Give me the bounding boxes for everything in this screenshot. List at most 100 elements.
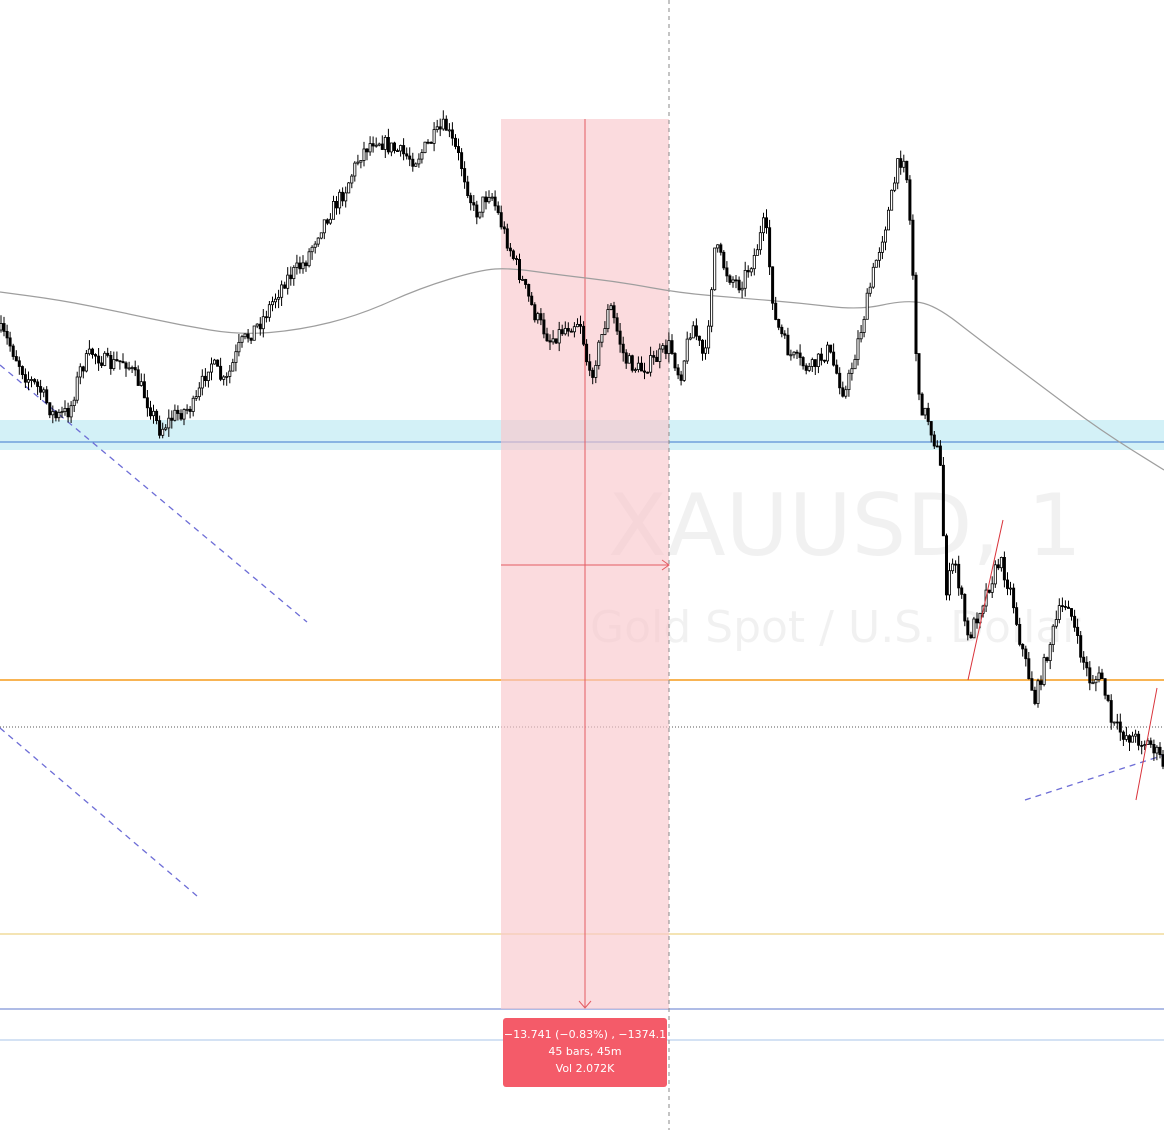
candle-bearish[interactable]: [386, 136, 390, 153]
candle-bullish[interactable]: [1057, 605, 1061, 620]
candle-bearish[interactable]: [539, 313, 543, 321]
candle-bearish[interactable]: [954, 563, 958, 566]
candle-bullish[interactable]: [234, 351, 238, 363]
candle-bullish[interactable]: [740, 287, 744, 291]
candle-bullish[interactable]: [844, 389, 848, 397]
candle-bearish[interactable]: [835, 364, 839, 374]
candle-bullish[interactable]: [377, 143, 381, 146]
candle-bullish[interactable]: [1155, 746, 1159, 754]
candle-bearish[interactable]: [469, 195, 473, 204]
candle-bullish[interactable]: [490, 196, 494, 199]
candle-bearish[interactable]: [1152, 744, 1156, 754]
candle-bearish[interactable]: [1012, 587, 1016, 609]
candle-bearish[interactable]: [334, 200, 338, 209]
candle-bullish[interactable]: [862, 318, 866, 333]
candle-bearish[interactable]: [618, 330, 622, 345]
candle-bearish[interactable]: [365, 148, 369, 153]
candle-bearish[interactable]: [17, 360, 21, 367]
candle-bearish[interactable]: [1100, 672, 1104, 679]
candle-bearish[interactable]: [411, 158, 415, 167]
candle-bullish[interactable]: [139, 381, 143, 386]
candle-bearish[interactable]: [450, 129, 454, 139]
red-annotation-line[interactable]: [967, 519, 1004, 681]
candle-bearish[interactable]: [1076, 626, 1080, 636]
candle-bearish[interactable]: [1002, 557, 1006, 581]
candle-bearish[interactable]: [542, 319, 546, 335]
candle-bearish[interactable]: [48, 402, 52, 416]
candle-bullish[interactable]: [868, 286, 872, 294]
candle-bullish[interactable]: [273, 298, 277, 303]
candle-bearish[interactable]: [612, 305, 616, 319]
candle-bearish[interactable]: [932, 434, 936, 447]
candle-bearish[interactable]: [670, 340, 674, 354]
candle-bearish[interactable]: [795, 351, 799, 354]
candle-bearish[interactable]: [694, 325, 698, 337]
candle-bullish[interactable]: [597, 341, 601, 366]
candle-bearish[interactable]: [499, 212, 503, 228]
candle-bearish[interactable]: [987, 589, 991, 593]
candle-bullish[interactable]: [884, 229, 888, 243]
candle-bullish[interactable]: [536, 313, 540, 321]
candle-bullish[interactable]: [42, 389, 46, 393]
candle-bearish[interactable]: [5, 330, 9, 339]
candle-bearish[interactable]: [1088, 667, 1092, 684]
candle-bullish[interactable]: [252, 325, 256, 341]
candle-bearish[interactable]: [505, 228, 509, 249]
candle-bullish[interactable]: [356, 161, 360, 164]
candle-bearish[interactable]: [155, 410, 159, 421]
candle-bullish[interactable]: [1091, 682, 1095, 685]
candle-bullish[interactable]: [200, 375, 204, 389]
candle-bearish[interactable]: [926, 407, 930, 422]
candle-bearish[interactable]: [1006, 579, 1010, 589]
candle-bearish[interactable]: [1024, 648, 1028, 660]
candle-bullish[interactable]: [29, 379, 33, 381]
candle-bullish[interactable]: [344, 192, 348, 202]
candle-bullish[interactable]: [893, 182, 897, 191]
candle-bearish[interactable]: [109, 354, 113, 369]
candle-bearish[interactable]: [673, 353, 677, 369]
candle-bearish[interactable]: [911, 219, 915, 276]
candle-bearish[interactable]: [935, 445, 939, 448]
candle-bullish[interactable]: [212, 359, 216, 365]
candle-bearish[interactable]: [341, 191, 345, 202]
candle-bullish[interactable]: [847, 372, 851, 390]
candle-bearish[interactable]: [1073, 615, 1077, 628]
candle-bullish[interactable]: [127, 367, 131, 370]
candle-bearish[interactable]: [23, 374, 27, 383]
candle-bullish[interactable]: [557, 329, 561, 344]
candle-bearish[interactable]: [402, 145, 406, 155]
candle-bearish[interactable]: [1161, 754, 1164, 767]
candle-bearish[interactable]: [444, 118, 448, 131]
candle-bearish[interactable]: [1082, 656, 1086, 663]
candle-bearish[interactable]: [838, 372, 842, 389]
candle-bearish[interactable]: [975, 618, 979, 624]
candle-bearish[interactable]: [249, 337, 253, 341]
candle-bullish[interactable]: [197, 387, 201, 398]
candle-bullish[interactable]: [240, 336, 244, 343]
candle-bullish[interactable]: [1094, 679, 1098, 684]
candle-bearish[interactable]: [524, 278, 528, 285]
candle-bearish[interactable]: [325, 219, 329, 224]
candle-bearish[interactable]: [591, 369, 595, 378]
candle-bullish[interactable]: [896, 158, 900, 184]
candle-bearish[interactable]: [2, 323, 6, 332]
candle-bearish[interactable]: [801, 357, 805, 367]
candle-bearish[interactable]: [502, 226, 506, 230]
candle-bearish[interactable]: [81, 366, 85, 372]
candle-bearish[interactable]: [1106, 694, 1110, 701]
candle-bearish[interactable]: [148, 407, 152, 417]
candle-bullish[interactable]: [72, 399, 76, 407]
candle-bullish[interactable]: [990, 583, 994, 593]
candle-bearish[interactable]: [371, 143, 375, 147]
candle-bearish[interactable]: [615, 317, 619, 332]
candle-bearish[interactable]: [493, 196, 497, 207]
candle-bullish[interactable]: [383, 136, 387, 150]
candle-bullish[interactable]: [481, 196, 485, 213]
candle-bullish[interactable]: [270, 301, 274, 306]
candle-bearish[interactable]: [1033, 689, 1037, 704]
candle-bearish[interactable]: [554, 338, 558, 344]
candle-bullish[interactable]: [319, 232, 323, 239]
candle-bearish[interactable]: [453, 137, 457, 147]
candle-bullish[interactable]: [1048, 644, 1052, 661]
candle-bullish[interactable]: [417, 158, 421, 165]
